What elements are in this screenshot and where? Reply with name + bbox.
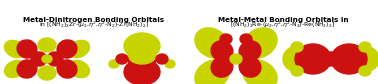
Ellipse shape: [128, 49, 156, 69]
Ellipse shape: [355, 47, 378, 71]
Ellipse shape: [124, 59, 160, 84]
Ellipse shape: [128, 46, 156, 64]
Ellipse shape: [359, 42, 371, 52]
Ellipse shape: [38, 38, 56, 52]
Ellipse shape: [243, 28, 277, 58]
Ellipse shape: [195, 60, 229, 84]
Text: Metal-Dinitrogen Bonding Orbitals: Metal-Dinitrogen Bonding Orbitals: [23, 17, 164, 23]
Ellipse shape: [211, 41, 233, 61]
Ellipse shape: [291, 42, 303, 52]
Ellipse shape: [57, 40, 77, 58]
Ellipse shape: [331, 44, 367, 74]
Ellipse shape: [57, 60, 77, 78]
Ellipse shape: [38, 66, 56, 80]
Ellipse shape: [31, 52, 47, 66]
Ellipse shape: [230, 54, 242, 64]
Ellipse shape: [165, 60, 175, 68]
Ellipse shape: [239, 57, 261, 77]
Ellipse shape: [5, 60, 26, 78]
Ellipse shape: [42, 55, 52, 63]
Text: in [(NH$_2$)$_2$Zr-($\mu_2$,$\eta^2$,$\eta^2$-N$_2$)-Zr(NH$_2$)$_2$]: in [(NH$_2$)$_2$Zr-($\mu_2$,$\eta^2$,$\e…: [39, 20, 149, 30]
Ellipse shape: [124, 33, 160, 59]
Ellipse shape: [17, 40, 37, 58]
Ellipse shape: [291, 66, 303, 76]
Ellipse shape: [5, 40, 26, 58]
Text: Metal-Metal Bonding Orbitals in: Metal-Metal Bonding Orbitals in: [218, 17, 348, 23]
Ellipse shape: [156, 54, 168, 64]
Ellipse shape: [220, 34, 232, 44]
Ellipse shape: [17, 60, 37, 78]
Ellipse shape: [195, 28, 229, 58]
Ellipse shape: [239, 41, 261, 61]
Ellipse shape: [359, 66, 371, 76]
Ellipse shape: [295, 44, 331, 74]
Text: [(NH$_2$)$_2$Re-($\mu_2$,$\eta^2$,$\eta^2$-N$_2$)-Re(NH$_2$)$_2$]: [(NH$_2$)$_2$Re-($\mu_2$,$\eta^2$,$\eta^…: [231, 20, 336, 30]
Ellipse shape: [211, 57, 233, 77]
Ellipse shape: [47, 52, 63, 66]
Ellipse shape: [109, 60, 119, 68]
Ellipse shape: [68, 40, 90, 58]
Ellipse shape: [243, 60, 277, 84]
Ellipse shape: [323, 52, 339, 66]
Ellipse shape: [283, 47, 307, 71]
Ellipse shape: [68, 60, 90, 78]
Ellipse shape: [116, 54, 128, 64]
Ellipse shape: [240, 34, 252, 44]
